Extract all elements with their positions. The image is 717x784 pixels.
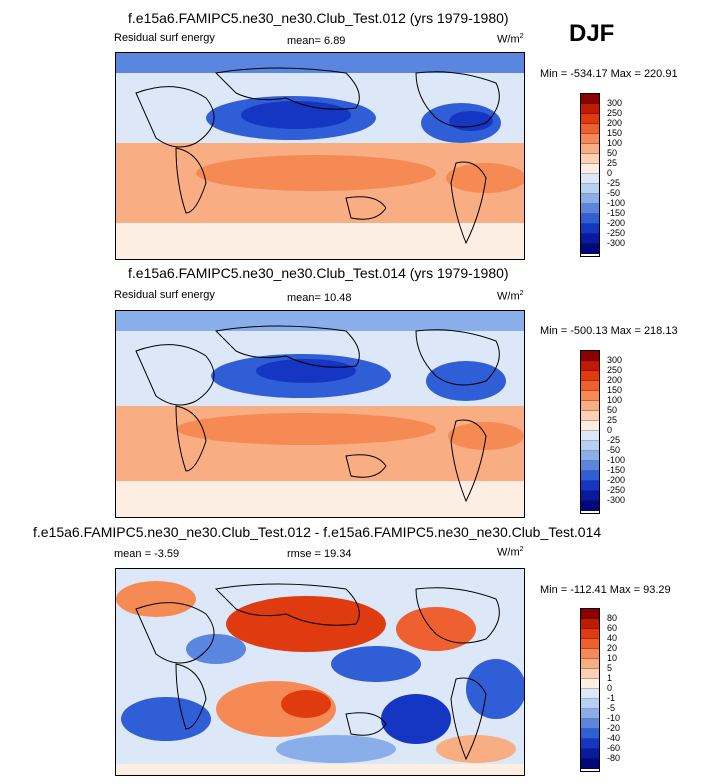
colorbar-tick: -200 [607,475,626,485]
panel2-colorbar [580,350,600,514]
colorbar-tick: -1 [607,693,616,703]
panel1-title: f.e15a6.FAMIPC5.ne30_ne30.Club_Test.012 … [128,10,509,26]
colorbar-tick: 50 [607,405,618,415]
panel2-mean: mean= 10.48 [287,292,352,304]
colorbar-tick: 10 [607,653,618,663]
panel2-units: W/m2 [497,290,524,303]
colorbar-tick: 20 [607,643,618,653]
colorbar-tick: -50 [607,445,621,455]
colorbar-tick: 150 [607,128,623,138]
colorbar-tick: 200 [607,118,623,128]
colorbar-tick: 100 [607,138,623,148]
colorbar-tick: 0 [607,168,613,178]
colorbar-tick: -300 [607,238,626,248]
colorbar-tick: 200 [607,375,623,385]
colorbar-tick: 80 [607,613,618,623]
panel1-variable: Residual surf energy [114,32,215,44]
colorbar-tick: -25 [607,435,621,445]
colorbar-tick: -250 [607,485,626,495]
panel1-mean: mean= 6.89 [287,35,346,47]
colorbar-tick: 300 [607,355,623,365]
panel3-map [115,568,525,776]
colorbar-tick: 40 [607,633,618,643]
colorbar-tick: 300 [607,98,623,108]
colorbar-tick: 0 [607,683,613,693]
colorbar-tick: -150 [607,465,626,475]
panel2-colorbar-ticks: 300 250 200 150 100 50 25 0 -25 -50 -100… [607,355,647,515]
panel3-rmse: rmse = 19.34 [287,548,352,560]
colorbar-tick: -60 [607,743,621,753]
colorbar-tick: -20 [607,723,621,733]
colorbar-tick: -250 [607,228,626,238]
colorbar-tick: 150 [607,385,623,395]
colorbar-tick: 250 [607,108,623,118]
colorbar-tick: 0 [607,425,613,435]
colorbar-tick: 25 [607,415,618,425]
colorbar-tick: -80 [607,753,621,763]
colorbar-tick: -200 [607,218,626,228]
colorbar-tick: 5 [607,663,613,673]
colorbar-tick: -25 [607,178,621,188]
panel1-map [115,52,525,260]
season-label: DJF [569,20,615,47]
panel1-minmax: Min = -534.17 Max = 220.91 [540,68,678,80]
colorbar-tick: 60 [607,623,618,633]
colorbar-tick: -150 [607,208,626,218]
panel2-variable: Residual surf energy [114,289,215,301]
panel3-colorbar-ticks: 80 60 40 20 10 5 1 0 -1 -5 -10 -20 -40 -… [607,613,647,773]
panel2-map [115,310,525,518]
panel2-minmax: Min = -500.13 Max = 218.13 [540,325,678,337]
panel3-title: f.e15a6.FAMIPC5.ne30_ne30.Club_Test.012 … [33,524,602,540]
colorbar-tick: -10 [607,713,621,723]
panel1-colorbar-ticks: 300 250 200 150 100 50 25 0 -25 -50 -100… [607,98,647,258]
colorbar-tick: -5 [607,703,616,713]
colorbar-tick: 250 [607,365,623,375]
colorbar-tick: -40 [607,733,621,743]
panel1-units: W/m2 [497,33,524,46]
panel1-colorbar [580,93,600,257]
panel3-minmax: Min = -112.41 Max = 93.29 [540,584,671,596]
colorbar-tick: -100 [607,455,626,465]
colorbar-tick: 25 [607,158,618,168]
colorbar-tick: 100 [607,395,623,405]
colorbar-tick: 50 [607,148,618,158]
colorbar-tick: 1 [607,673,613,683]
colorbar-tick: -300 [607,495,626,505]
colorbar-tick: -50 [607,188,621,198]
colorbar-tick: -100 [607,198,626,208]
panel3-colorbar [580,608,600,772]
panel3-units: W/m2 [497,546,524,559]
panel2-title: f.e15a6.FAMIPC5.ne30_ne30.Club_Test.014 … [128,265,509,281]
panel3-mean: mean = -3.59 [114,548,180,560]
